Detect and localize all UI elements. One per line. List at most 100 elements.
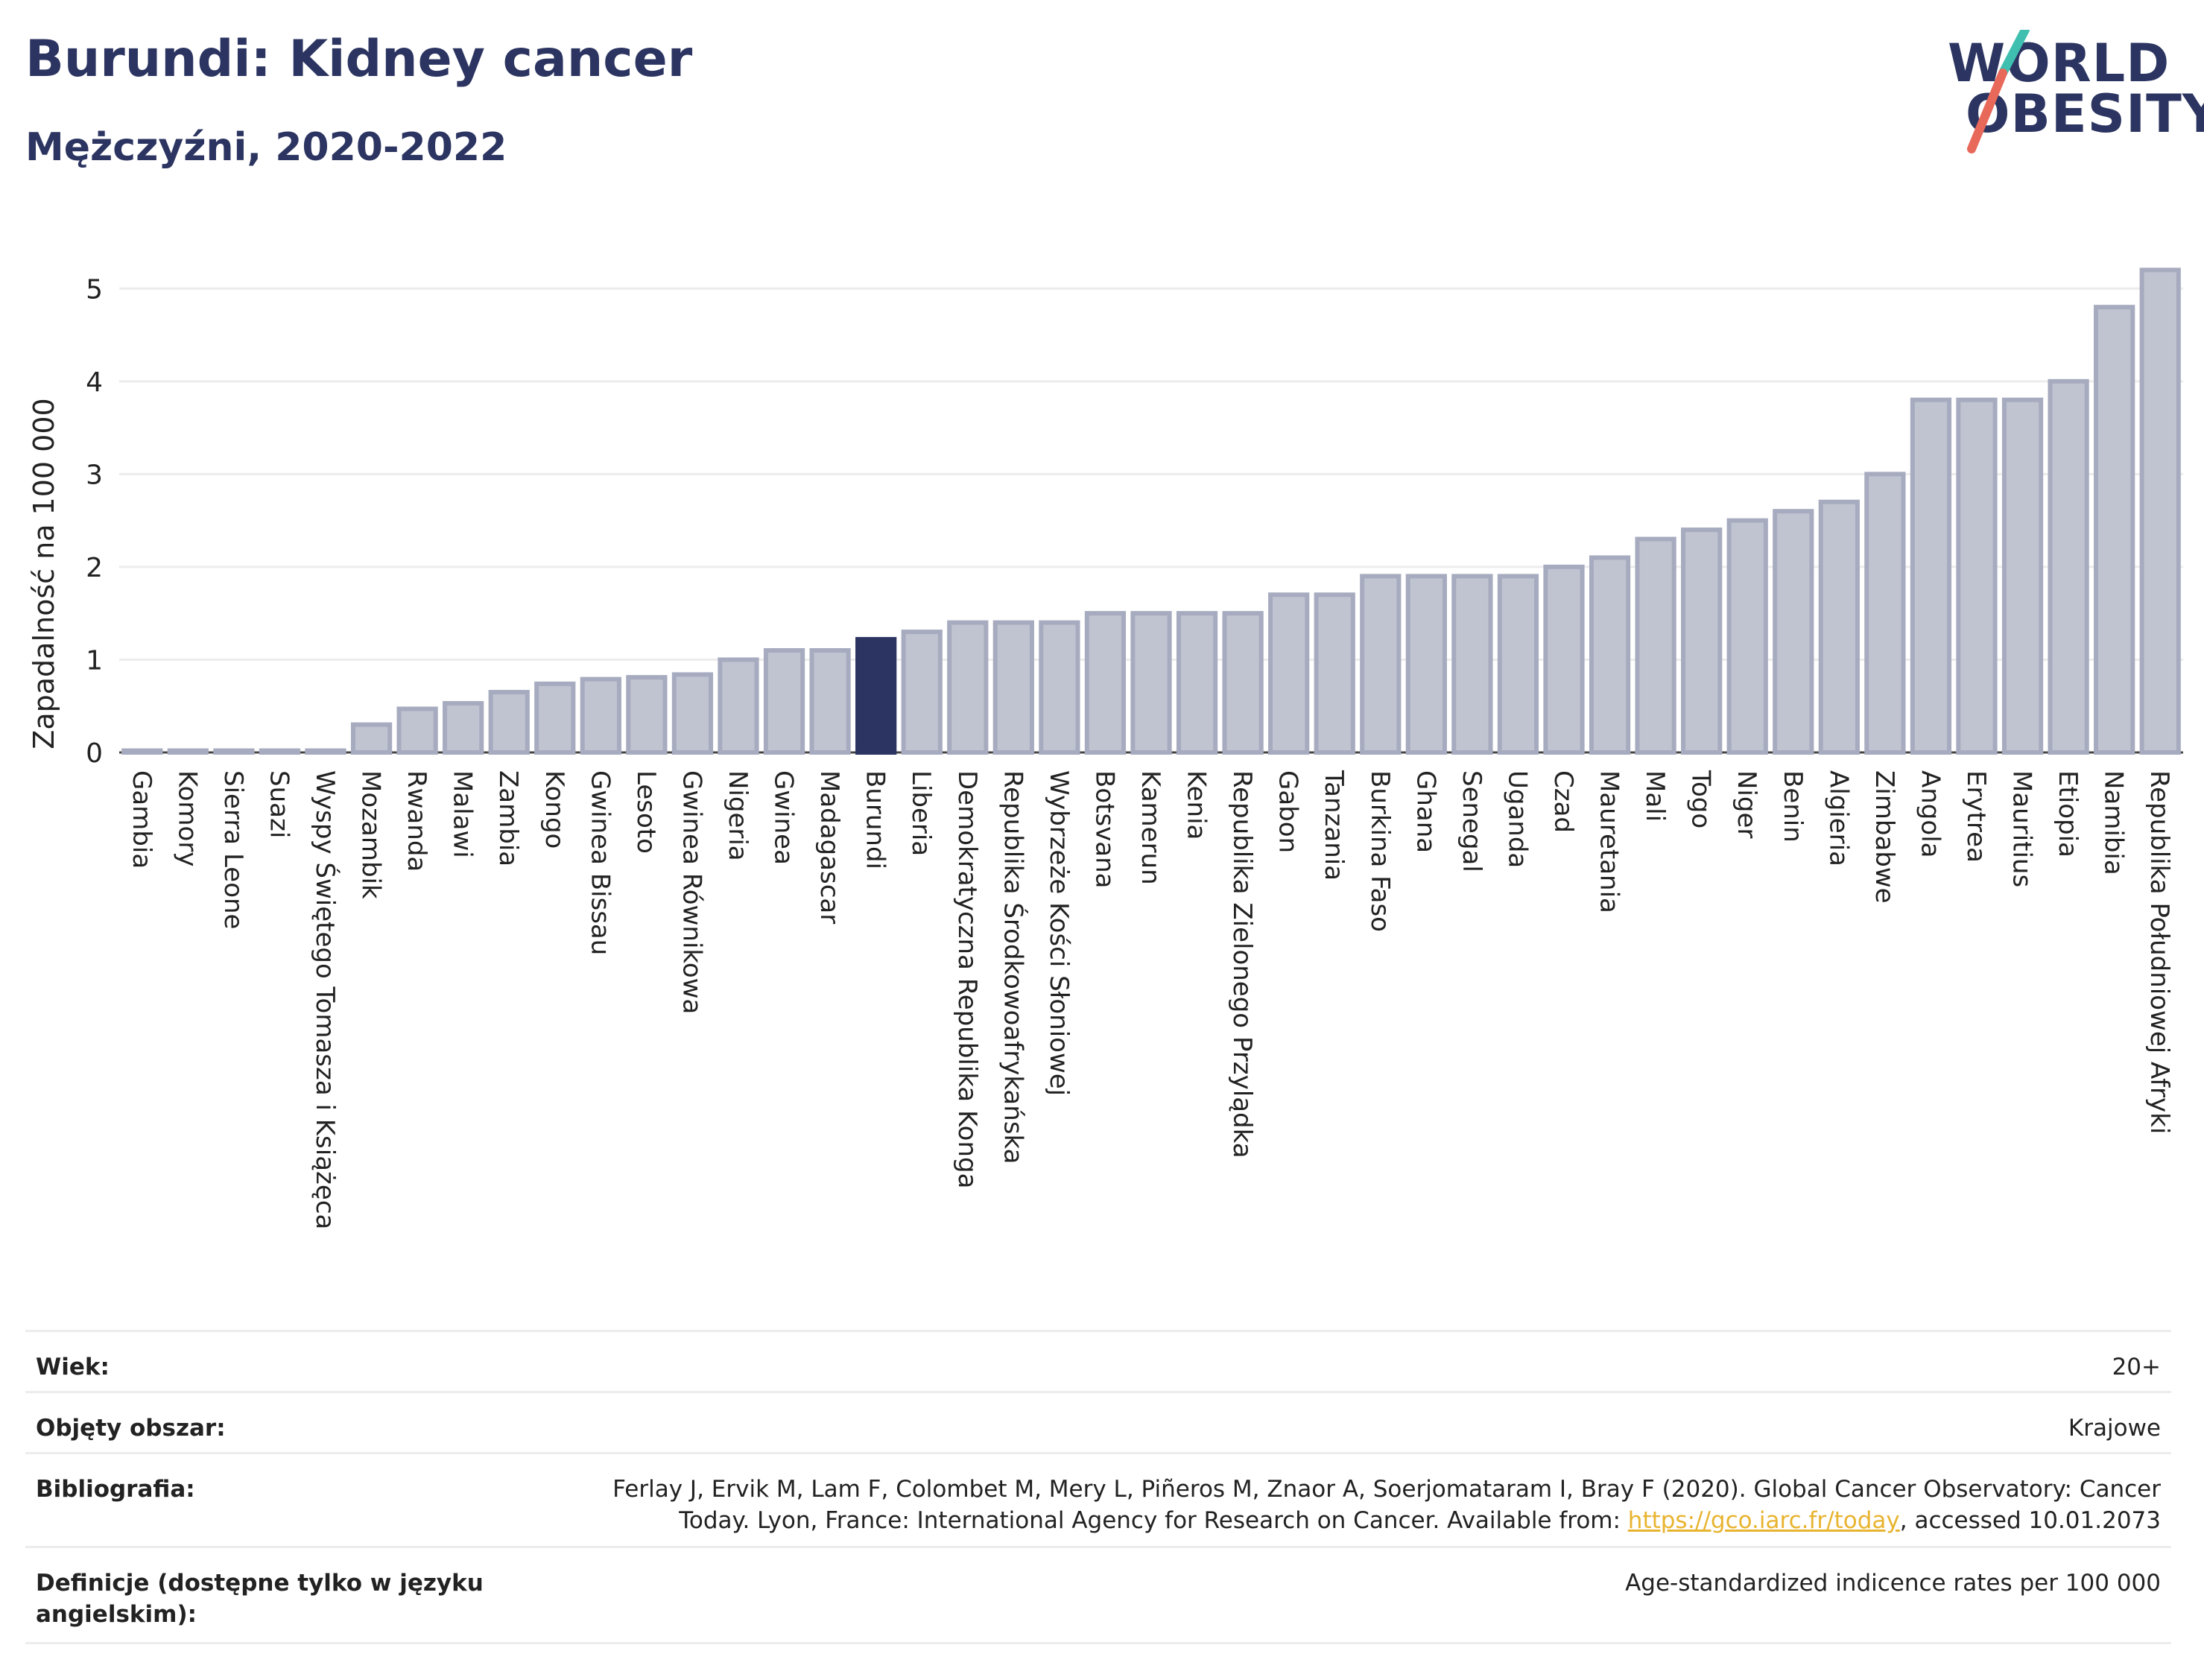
x-tick-label: Rwanda: [402, 770, 431, 872]
x-tick-label: Burundi: [861, 770, 890, 869]
x-tick-label: Lesoto: [631, 770, 661, 854]
x-tick-label: Liberia: [906, 770, 936, 856]
meta-row-area: Objęty obszar: Krajowe: [25, 1391, 2171, 1454]
meta-def-label: Definicje (dostępne tylko w języku angie…: [36, 1570, 484, 1628]
x-tick-label: Kenia: [1182, 770, 1212, 840]
bar: [1726, 518, 1768, 755]
bib-line-2: Today. Lyon, France: International Agenc…: [522, 1505, 2161, 1536]
bar: [1222, 611, 1264, 755]
bar: [901, 630, 943, 755]
meta-age-value: 20+: [2112, 1354, 2161, 1381]
bar: [1039, 620, 1080, 755]
bar: [671, 672, 714, 755]
y-tick-label: 3: [86, 460, 103, 490]
x-tick-label: Burkina Faso: [1365, 770, 1395, 932]
bar: [763, 648, 805, 755]
bar: [1681, 527, 1723, 755]
bar: [396, 706, 438, 755]
bar: [167, 748, 209, 755]
meta-age-label: Wiek:: [36, 1354, 110, 1381]
x-tick-label: Ghana: [1410, 770, 1440, 853]
bar: [1818, 499, 1860, 755]
x-tick-label: Wyspy Świętego Tomasza i Książęca: [310, 770, 341, 1229]
x-tick-label: Senegal: [1457, 770, 1486, 872]
meta-area-label: Objęty obszar:: [36, 1415, 226, 1442]
x-tick-label: Mauritius: [2007, 770, 2037, 887]
bar: [1451, 574, 1493, 755]
bar: [534, 681, 576, 755]
meta-def-value: Age-standardized indicence rates per 100…: [1625, 1570, 2161, 1597]
bar: [1176, 611, 1218, 755]
x-tick-label: Kongo: [539, 770, 569, 849]
bar: [213, 748, 255, 755]
bar: [1360, 574, 1402, 755]
logo-text-obesity: OBESITY: [1966, 83, 2204, 145]
bar: [1864, 472, 1906, 755]
x-tick-label: Republika Środkowoafrykańska: [998, 770, 1028, 1164]
bar-chart: 0 1 2 3 4 5 Gambia Komory Sierra Leone Suazi Wysp…: [28, 267, 2183, 1229]
bib-line-2-post: , accessed 10.01.2073: [1899, 1507, 2161, 1534]
bars: [121, 267, 2181, 755]
x-tick-label: Algieria: [1823, 770, 1853, 866]
meta-bib-value: Ferlay J, Ervik M, Lam F, Colombet M, Me…: [522, 1474, 2161, 1536]
x-tick-label: Uganda: [1502, 770, 1532, 868]
x-tick-label: Kamerun: [1136, 770, 1165, 885]
bar: [305, 748, 346, 755]
y-tick-label: 4: [86, 367, 103, 398]
bar: [2094, 305, 2135, 755]
y-axis-label: Zapadalność na 100 000: [28, 398, 60, 749]
x-tick-label: Botsvana: [1089, 770, 1119, 889]
bar: [1130, 611, 1172, 755]
x-tick-label: Madagascar: [814, 770, 844, 924]
y-tick-label: 2: [86, 553, 103, 583]
y-tick-label: 1: [86, 645, 103, 676]
x-tick-label: Niger: [1732, 770, 1761, 838]
x-tick-label: Demokratyczna Republika Konga: [952, 770, 982, 1188]
bar: [259, 748, 301, 755]
x-tick-labels: Gambia Komory Sierra Leone Suazi Wyspy Święt…: [127, 770, 2174, 1229]
bar: [992, 620, 1034, 755]
bar: [2048, 378, 2089, 755]
bar: [1910, 397, 1952, 755]
x-tick-label: Gwinea: [769, 770, 799, 865]
bar: [1497, 574, 1539, 755]
bar: [580, 676, 621, 755]
page-title: Burundi: Kidney cancer: [25, 30, 693, 89]
bib-line-2-pre: Today. Lyon, France: International Agenc…: [679, 1507, 1628, 1534]
bar: [1314, 592, 1355, 755]
bar: [350, 722, 393, 755]
logo-slash-icon: [1967, 30, 2030, 153]
x-tick-label: Nigeria: [723, 770, 753, 861]
x-tick-label: Republika Południowej Afryki: [2144, 770, 2174, 1134]
bar-highlighted: [855, 637, 897, 755]
bar: [488, 690, 530, 755]
x-tick-label: Sierra Leone: [218, 770, 248, 929]
bar: [2001, 397, 2044, 755]
x-tick-label: Mali: [1640, 770, 1670, 822]
bib-line-1: Ferlay J, Ervik M, Lam F, Colombet M, Me…: [612, 1476, 2161, 1503]
x-tick-label: Gambia: [127, 770, 156, 869]
x-tick-label: Mozambik: [356, 770, 386, 899]
meta-row-bibliography: Bibliografia: Ferlay J, Ervik M, Lam F, …: [25, 1452, 2171, 1548]
y-tick-labels: 0 1 2 3 4 5: [86, 274, 103, 769]
logo-text-world: WORLD: [1948, 33, 2170, 94]
bib-link[interactable]: https://gco.iarc.fr/today: [1627, 1507, 1900, 1534]
x-tick-label: Benin: [1778, 770, 1808, 843]
x-tick-label: Komory: [172, 770, 202, 866]
world-obesity-logo: WORLD OBESITY: [1937, 30, 2204, 164]
bar: [1773, 509, 1814, 755]
bar: [1589, 555, 1631, 755]
x-tick-label: Republika Zielonego Przylądka: [1227, 770, 1257, 1158]
bar: [2139, 267, 2181, 755]
bar: [121, 748, 163, 755]
x-tick-label: Togo: [1686, 770, 1716, 828]
x-tick-label: Wybrzeże Kości Słoniowej: [1044, 770, 1074, 1096]
bar: [718, 657, 759, 755]
y-tick-label: 5: [86, 274, 103, 305]
meta-row-age: Wiek: 20+: [25, 1330, 2171, 1393]
x-tick-label: Gwinea Równikowa: [677, 770, 706, 1014]
x-tick-label: Etiopia: [2053, 770, 2083, 858]
x-tick-label: Tanzania: [1319, 770, 1349, 881]
bar: [1956, 397, 1998, 755]
bar: [626, 675, 668, 755]
